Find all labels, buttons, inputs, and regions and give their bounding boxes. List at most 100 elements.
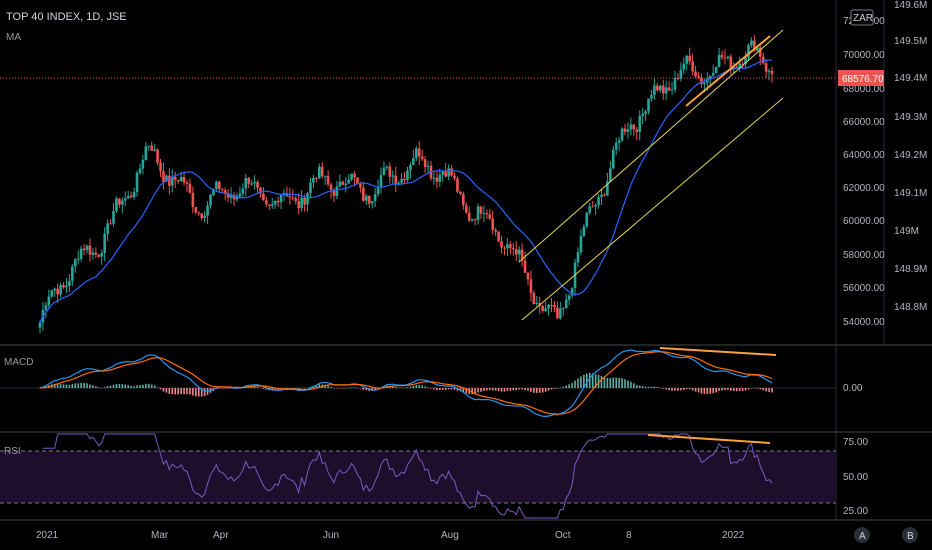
candle-body [679,69,683,79]
macd-histogram-bar [441,388,444,390]
macd-histogram-bar [147,383,150,388]
ma-indicator-label[interactable]: MA [6,32,21,43]
macd-histogram-bar [650,386,653,388]
macd-histogram-bar [606,377,609,388]
macd-histogram-bar [765,388,767,392]
candle-body [532,292,536,305]
candle-body [767,70,771,72]
candle-body [268,204,271,207]
macd-histogram-bar [374,388,376,391]
macd-histogram-bar [536,388,538,393]
macd-histogram-bar [635,385,638,388]
candle-body [220,189,224,191]
candle-body [744,57,747,65]
macd-histogram-bar [562,386,565,388]
candle-body [265,200,268,205]
rsi-pane-label[interactable]: RSI [4,446,21,457]
macd-histogram-bar [571,383,573,388]
candle-body [770,70,774,75]
candle-body [403,178,406,181]
candle-body [250,183,253,185]
macd-histogram-bar [471,388,473,395]
macd-histogram-bar [124,384,127,388]
macd-histogram-bar [756,388,759,389]
channel-lower-line[interactable] [521,97,784,321]
candle-body [362,187,365,201]
macd-histogram-bar [300,388,303,389]
macd-histogram-bar [677,388,679,391]
candle-body [365,196,368,201]
macd-histogram-bar [62,384,65,388]
candle-body [447,168,450,177]
candle-body [520,249,524,261]
candle-body [476,206,480,221]
candle-body [100,253,104,257]
candle-body [306,193,309,205]
candle-body [147,145,151,147]
macd-highs-trendline[interactable] [659,347,777,356]
candle-body [676,78,680,80]
candle-body [509,244,512,249]
candle-body [344,183,348,185]
candle-body [62,285,65,288]
log-scale-button[interactable] [902,527,918,543]
candle-body [206,205,209,216]
macd-histogram-bar [683,388,685,390]
price-highs-trendline[interactable] [685,35,771,107]
macd-histogram-bar [183,388,185,395]
macd-histogram-bar [283,388,285,389]
candle-body [594,205,597,207]
macd-histogram-bar [430,388,432,389]
candle-body [703,82,706,84]
macd-histogram-bar [550,388,553,390]
volume-axis[interactable]: 149.6M 149.5M 149.4M 149.3M 149.2M 149.1… [894,0,927,313]
time-tick: Mar [151,530,169,541]
macd-layer [39,349,773,418]
macd-histogram-bar [480,388,482,392]
candle-body [356,177,359,184]
last-price-text: 68576.70 [842,74,884,85]
candle-body [644,111,647,115]
rsi-line [42,433,773,519]
candle-body [168,175,171,186]
price-tick: 68000.00 [843,84,885,95]
macd-histogram-bar [86,383,88,388]
candle-body [82,248,86,251]
macd-histogram-bar [486,388,488,391]
candle-body [706,78,709,83]
candle-body [385,166,389,168]
candle-body [673,78,677,90]
macd-histogram-bar [259,387,262,389]
currency-badge[interactable] [850,9,874,26]
time-tick: 2021 [36,530,59,541]
macd-histogram-bar [39,388,41,389]
candle-body [121,200,124,205]
macd-histogram-bar [324,384,326,388]
macd-histogram-bar [647,386,650,388]
macd-histogram-bar [136,385,138,388]
time-tick: Jun [323,530,339,541]
candle-body [279,194,283,203]
macd-histogram-bar [289,388,291,389]
candle-body [253,182,256,184]
candle-body [320,166,324,177]
rsi-highs-trendline[interactable] [647,434,771,444]
candle-body [497,231,500,242]
price-tick: 62000.00 [843,183,885,194]
candle-body [582,226,586,237]
time-axis[interactable]: 2021 Mar Apr Jun Aug Oct 8 2022 [36,530,745,541]
candle-body [547,304,550,309]
macd-histogram-bar [100,387,103,389]
macd-histogram-bar [621,378,623,388]
volume-tick: 149.5M [894,36,927,47]
candle-body [529,279,533,293]
auto-scale-button[interactable] [854,527,870,543]
macd-pane-label[interactable]: MACD [4,357,33,368]
candle-body [700,77,703,84]
candle-body [585,212,589,227]
channel-upper-line[interactable] [518,29,784,263]
candle-body [312,177,315,183]
candle-body [376,187,380,195]
candle-body [118,198,121,205]
